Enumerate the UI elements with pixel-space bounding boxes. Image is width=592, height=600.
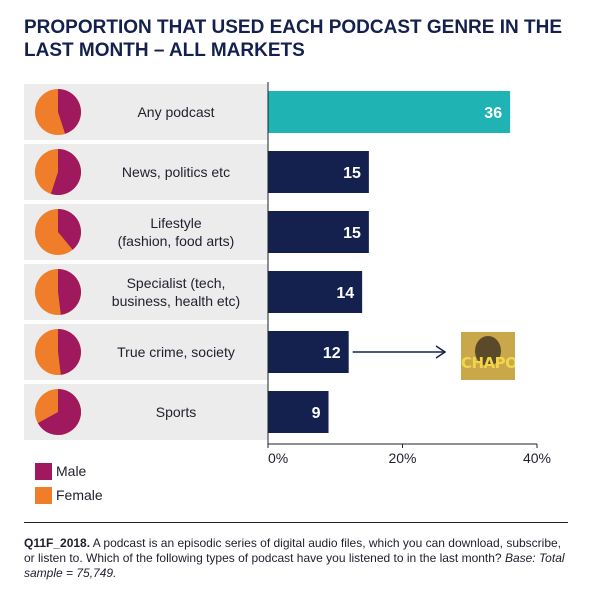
chart-title: PROPORTION THAT USED EACH PODCAST GENRE … — [24, 17, 563, 61]
x-tick-label: 0% — [268, 450, 288, 466]
category-label-line: (fashion, food arts) — [117, 233, 235, 249]
legend-female-label: Female — [56, 487, 103, 503]
pie-male-slice — [37, 389, 81, 435]
pie-male-slice — [58, 329, 81, 375]
bar-value-label: 14 — [336, 285, 354, 302]
annotation-arrow-head — [435, 345, 447, 359]
gender-pie — [35, 389, 81, 435]
category-label-line: News, politics etc — [121, 164, 231, 180]
category-label-line: Sports — [155, 404, 197, 420]
category-label: Lifestyle (fashion, food arts) — [84, 214, 268, 250]
category-label-line: True crime, society — [117, 344, 235, 360]
category-label: Specialist (tech, business, health etc) — [84, 274, 268, 310]
category-label: News, politics etc — [84, 163, 268, 181]
chapo-logo-text: CHAPO — [461, 354, 515, 372]
category-label-line: business, health etc) — [111, 293, 241, 309]
chapo-portrait — [475, 336, 501, 366]
footnote: Q11F_2018. A podcast is an episodic seri… — [24, 536, 568, 581]
category-label-line: Lifestyle — [150, 215, 202, 231]
legend-male-swatch — [35, 463, 52, 480]
x-tick-label: 40% — [523, 450, 551, 466]
x-tick-label: 20% — [388, 450, 416, 466]
bar-value-label: 12 — [323, 345, 341, 362]
legend-female-swatch — [35, 487, 52, 504]
pie-male-slice — [50, 149, 81, 195]
bar-value-label: 15 — [343, 165, 361, 182]
bar — [268, 331, 349, 373]
gender-pie — [35, 89, 81, 135]
chapo-podcast-thumbnail: CHAPO — [461, 332, 515, 380]
category-label: Sports — [84, 403, 268, 421]
category-label-line: Any podcast — [137, 104, 215, 120]
bar — [268, 271, 363, 313]
gender-pie — [35, 209, 81, 255]
bar-value-label: 9 — [312, 405, 321, 422]
bar — [268, 211, 369, 253]
category-label-line: Specialist (tech, — [126, 275, 226, 291]
bar — [268, 151, 369, 193]
footnote-code: Q11F_2018. — [24, 536, 91, 550]
bar — [268, 91, 511, 133]
legend-male-label: Male — [56, 463, 87, 479]
footnote-base: Base: Total sample = 75,749. — [24, 551, 565, 580]
footnote-text: A podcast is an episodic series of digit… — [24, 536, 562, 565]
footnote-divider — [24, 522, 568, 523]
category-label: True crime, society — [84, 343, 268, 361]
gender-pie — [35, 329, 81, 375]
pie-male-slice — [58, 89, 81, 134]
bar-value-label: 36 — [484, 105, 502, 122]
pie-male-slice — [58, 269, 81, 315]
bar — [268, 391, 329, 433]
gender-pie — [35, 149, 81, 195]
gender-pie — [35, 269, 81, 315]
bar-value-label: 15 — [343, 225, 361, 242]
category-label: Any podcast — [84, 103, 268, 121]
pie-male-slice — [58, 209, 81, 250]
